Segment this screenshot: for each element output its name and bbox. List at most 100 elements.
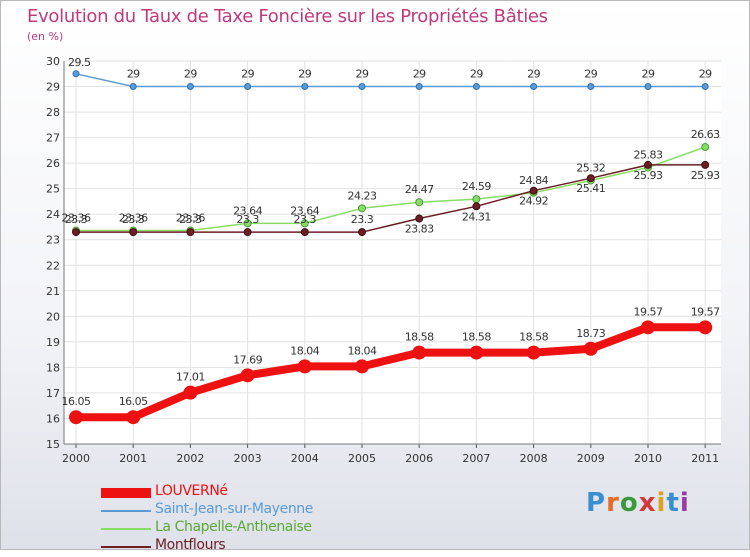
brand-letter: o — [619, 488, 639, 518]
data-label: 25.93 — [691, 169, 720, 182]
data-label: 29 — [527, 68, 540, 81]
data-label: 25.32 — [576, 161, 605, 174]
series-line — [75, 146, 706, 232]
data-label: 17.01 — [176, 371, 205, 384]
data-label: 23.3 — [294, 213, 317, 226]
data-point — [186, 83, 194, 91]
data-label: 29 — [298, 68, 311, 81]
brand-letter: i — [679, 488, 690, 518]
y-tick-label: 23 — [46, 234, 60, 247]
y-tick-label: 20 — [46, 310, 60, 323]
data-point — [243, 228, 252, 237]
x-tick-label: 2006 — [405, 452, 433, 465]
plot-area — [64, 61, 721, 444]
data-label: 29 — [184, 68, 197, 81]
data-point — [641, 320, 655, 335]
data-label: 25.41 — [576, 182, 605, 195]
y-tick-label: 28 — [46, 106, 60, 119]
data-point — [472, 202, 481, 211]
data-label: 24.47 — [405, 183, 434, 196]
data-point — [126, 410, 141, 425]
data-point — [583, 341, 598, 356]
x-tick-label: 2008 — [520, 452, 548, 465]
legend-swatch — [101, 528, 151, 530]
data-label: 23.64 — [233, 204, 262, 217]
data-point — [698, 320, 713, 335]
data-point — [240, 368, 255, 383]
chart-title: Evolution du Taux de Taxe Foncière sur l… — [27, 6, 548, 27]
legend-label: La Chapelle-Anthenaise — [155, 519, 312, 535]
data-point — [415, 198, 424, 207]
data-point — [300, 219, 309, 228]
data-point — [472, 83, 480, 91]
data-label: 24.59 — [462, 180, 491, 193]
data-label: 18.04 — [348, 344, 377, 357]
data-label: 23.36 — [62, 212, 91, 225]
data-label: 29 — [241, 68, 254, 81]
data-point — [469, 345, 484, 360]
data-label: 18.58 — [405, 331, 434, 344]
y-tick-label: 18 — [46, 361, 60, 374]
data-label: 23.3 — [122, 213, 145, 226]
series-line — [72, 323, 710, 422]
y-tick-label: 22 — [46, 259, 60, 272]
data-label: 23.64 — [290, 204, 319, 217]
x-tick-label: 2001 — [119, 452, 147, 465]
data-label: 24.92 — [519, 195, 548, 208]
data-label: 16.05 — [62, 395, 91, 408]
legend-label: LOUVERNé — [155, 483, 228, 499]
data-point — [644, 160, 652, 169]
x-tick-label: 2011 — [691, 452, 719, 465]
data-point — [358, 228, 366, 237]
series-line — [75, 73, 706, 88]
y-tick-label: 25 — [46, 183, 60, 196]
series-line — [75, 164, 706, 233]
data-point — [358, 204, 366, 213]
data-label: 23.3 — [65, 213, 88, 226]
data-point — [587, 83, 595, 91]
legend-swatch — [101, 488, 151, 498]
data-point — [701, 160, 710, 169]
data-label: 17.69 — [233, 353, 262, 366]
brand-letter: P — [586, 488, 607, 518]
y-tick-label: 27 — [46, 132, 60, 145]
brand-logo: Proxiti — [586, 488, 690, 518]
data-point — [701, 83, 709, 91]
data-point — [129, 83, 137, 91]
data-label: 29 — [642, 68, 655, 81]
data-point — [69, 410, 83, 425]
legend-label: Montflours — [155, 537, 226, 553]
data-label: 25.93 — [634, 169, 663, 182]
y-tick-label: 30 — [46, 55, 60, 68]
x-tick-label: 2002 — [176, 452, 204, 465]
legend-swatch — [101, 510, 151, 512]
data-label: 23.36 — [119, 212, 148, 225]
y-tick-label: 15 — [46, 438, 60, 451]
data-label: 29.5 — [68, 56, 91, 69]
legend-label: Saint-Jean-sur-Mayenne — [155, 501, 313, 517]
data-label: 23.36 — [176, 212, 205, 225]
data-label: 23.3 — [351, 213, 374, 226]
data-point — [701, 143, 710, 152]
x-tick-label: 2009 — [577, 452, 605, 465]
data-label: 24.23 — [348, 189, 377, 202]
data-label: 24.31 — [462, 210, 491, 223]
data-label: 19.57 — [691, 305, 720, 318]
data-point — [301, 83, 309, 91]
data-point — [586, 174, 595, 183]
data-label: 18.58 — [519, 331, 548, 344]
data-label: 19.57 — [634, 305, 663, 318]
legend-swatch — [101, 546, 151, 548]
data-label: 29 — [699, 68, 712, 81]
data-point — [526, 345, 541, 360]
data-point — [72, 228, 80, 237]
data-point — [244, 83, 252, 91]
data-label: 18.04 — [290, 344, 319, 357]
data-label: 23.83 — [405, 223, 434, 236]
data-point — [472, 195, 481, 204]
data-point — [300, 228, 309, 237]
data-point — [358, 83, 366, 91]
data-point — [644, 83, 652, 91]
